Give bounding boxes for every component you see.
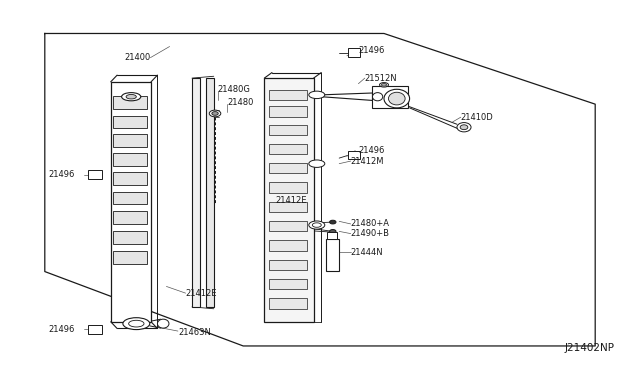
Bar	[269, 221, 307, 231]
Bar	[269, 182, 307, 193]
Text: 21412M: 21412M	[351, 157, 384, 166]
Ellipse shape	[388, 92, 405, 105]
Bar	[269, 90, 307, 100]
Ellipse shape	[381, 83, 387, 86]
Ellipse shape	[457, 123, 471, 132]
Ellipse shape	[309, 221, 325, 229]
Ellipse shape	[209, 110, 221, 117]
Ellipse shape	[380, 83, 388, 87]
Bar	[113, 134, 147, 147]
Bar	[269, 298, 307, 309]
Bar	[113, 192, 147, 204]
Text: 21480+A: 21480+A	[351, 219, 390, 228]
Text: 21480: 21480	[227, 98, 253, 107]
Ellipse shape	[330, 230, 336, 233]
Ellipse shape	[129, 320, 144, 327]
Bar	[326, 239, 339, 271]
Bar	[192, 78, 200, 307]
Ellipse shape	[157, 319, 169, 328]
Ellipse shape	[123, 318, 150, 330]
Ellipse shape	[330, 220, 336, 224]
Ellipse shape	[309, 160, 325, 167]
Bar	[206, 78, 214, 307]
Text: 21412E: 21412E	[186, 289, 217, 298]
Ellipse shape	[212, 112, 218, 115]
Text: 21496: 21496	[48, 325, 74, 334]
Text: 21400: 21400	[125, 53, 151, 62]
Bar	[269, 240, 307, 251]
Bar	[113, 172, 147, 185]
Ellipse shape	[372, 93, 383, 101]
Ellipse shape	[122, 93, 141, 101]
Text: J21402NP: J21402NP	[564, 343, 614, 353]
Ellipse shape	[460, 125, 468, 130]
Bar	[269, 125, 307, 135]
Bar	[269, 202, 307, 212]
Bar	[113, 96, 147, 109]
Bar	[269, 260, 307, 270]
Text: 21412E: 21412E	[275, 196, 307, 205]
Bar	[113, 116, 147, 128]
Bar	[327, 232, 337, 239]
Bar	[111, 82, 151, 322]
Text: 21463N: 21463N	[178, 328, 211, 337]
Text: 21496: 21496	[358, 46, 385, 55]
Ellipse shape	[312, 223, 321, 227]
Bar	[269, 144, 307, 154]
Bar	[113, 231, 147, 244]
Ellipse shape	[126, 94, 136, 99]
Bar	[113, 153, 147, 166]
Bar	[348, 151, 360, 159]
Text: 21496: 21496	[48, 170, 74, 179]
Bar	[88, 170, 102, 179]
Bar	[113, 251, 147, 264]
Ellipse shape	[309, 91, 325, 99]
Text: 21410D: 21410D	[461, 113, 493, 122]
Bar	[269, 163, 307, 173]
Bar	[269, 106, 307, 117]
Bar	[348, 48, 360, 57]
Text: 21490+B: 21490+B	[351, 229, 390, 238]
Bar	[269, 279, 307, 289]
Bar	[264, 78, 314, 322]
Text: 21512N: 21512N	[365, 74, 397, 83]
Text: 21444N: 21444N	[351, 248, 383, 257]
Bar	[88, 325, 102, 334]
Text: 21480G: 21480G	[218, 85, 250, 94]
Bar	[113, 211, 147, 224]
Text: 21496: 21496	[358, 146, 385, 155]
Bar	[372, 86, 408, 108]
Ellipse shape	[384, 89, 410, 108]
